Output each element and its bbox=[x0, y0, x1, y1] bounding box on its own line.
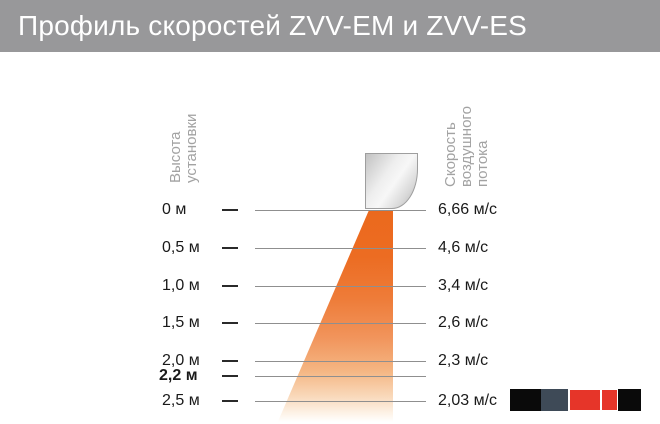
air-curtain-device-icon bbox=[365, 153, 418, 209]
gridline bbox=[255, 361, 426, 362]
height-tick bbox=[222, 209, 238, 211]
height-label: 1,0 м bbox=[162, 277, 200, 294]
height-label-bold: 2,2 м bbox=[159, 367, 198, 384]
velocity-label: 2,6 м/с bbox=[438, 314, 489, 331]
logo-block-black bbox=[618, 389, 641, 411]
velocity-label: 2,03 м/с bbox=[438, 392, 498, 409]
height-tick bbox=[222, 247, 238, 249]
gridline bbox=[255, 286, 426, 287]
height-label: 0,5 м bbox=[162, 239, 200, 256]
velocity-label: 2,3 м/с bbox=[438, 352, 489, 369]
velocity-axis-title-line: воздушного bbox=[458, 106, 475, 187]
height-tick bbox=[222, 322, 238, 324]
height-axis-title-line: Высота bbox=[167, 131, 184, 183]
velocity-label: 4,6 м/с bbox=[438, 239, 489, 256]
height-axis-title: Высота установки bbox=[167, 113, 200, 183]
height-tick bbox=[222, 375, 238, 377]
height-label: 2,0 м bbox=[162, 352, 200, 369]
logo-block-black bbox=[510, 389, 541, 411]
logo-block-slate bbox=[541, 389, 568, 411]
gridline bbox=[255, 401, 426, 402]
gridline bbox=[255, 376, 426, 377]
height-tick bbox=[222, 360, 238, 362]
velocity-label: 3,4 м/с bbox=[438, 277, 489, 294]
height-label: 1,5 м bbox=[162, 314, 200, 331]
height-tick bbox=[222, 285, 238, 287]
gridline bbox=[255, 248, 426, 249]
height-label: 2,5 м bbox=[162, 392, 200, 409]
height-label: 0 м bbox=[162, 201, 187, 218]
figure-title: Профиль скоростей ZVV-EM и ZVV-ES bbox=[18, 10, 528, 41]
logo-block-red bbox=[570, 390, 600, 410]
velocity-axis-title-line: потока bbox=[474, 140, 491, 187]
brand-logo-redacted bbox=[510, 389, 641, 411]
logo-block-red bbox=[602, 390, 617, 410]
figure-header: Профиль скоростей ZVV-EM и ZVV-ES bbox=[0, 0, 660, 52]
gridline bbox=[255, 323, 426, 324]
airflow-cone bbox=[277, 210, 393, 422]
velocity-axis-title: Скорость воздушного потока bbox=[442, 106, 491, 187]
gridline bbox=[255, 210, 426, 211]
velocity-label: 6,66 м/с bbox=[438, 201, 498, 218]
height-axis-title-line: установки bbox=[183, 113, 200, 183]
height-tick bbox=[222, 400, 238, 402]
velocity-axis-title-line: Скорость bbox=[442, 122, 459, 187]
